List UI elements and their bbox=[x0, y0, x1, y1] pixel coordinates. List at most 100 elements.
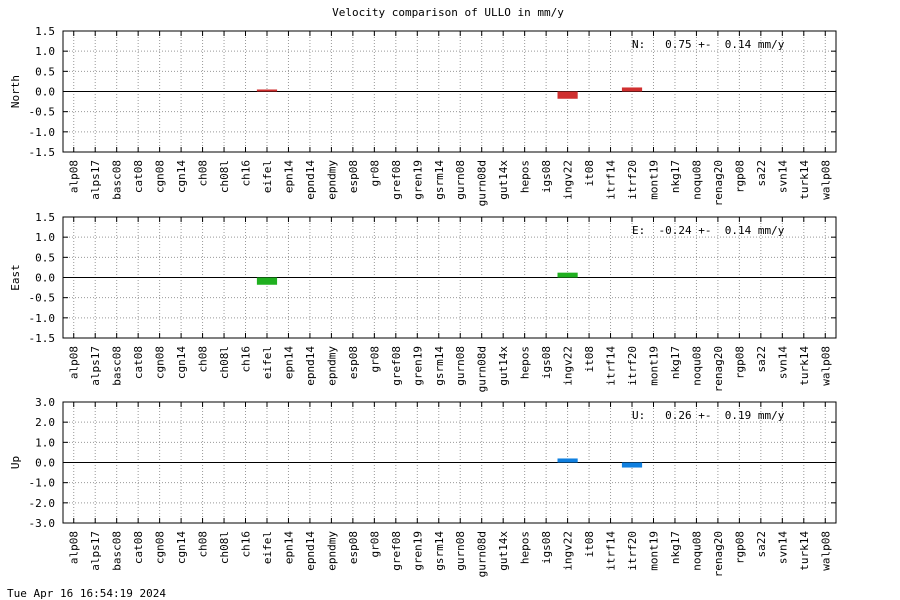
x-tick-label: itrf14 bbox=[605, 346, 618, 386]
timestamp: Tue Apr 16 16:54:19 2024 bbox=[7, 587, 166, 600]
x-tick-label: noqu08 bbox=[690, 531, 703, 571]
y-tick-label: 0.5 bbox=[35, 65, 55, 78]
x-tick-label: hepos bbox=[519, 346, 532, 379]
y-tick-label: 1.0 bbox=[35, 436, 55, 449]
x-tick-label: gurn08d bbox=[476, 160, 489, 206]
x-tick-label: gurn08 bbox=[454, 531, 467, 571]
x-tick-label: cgn08 bbox=[154, 531, 167, 564]
x-tick-label: itrf20 bbox=[626, 160, 639, 200]
x-tick-label: hepos bbox=[519, 531, 532, 564]
x-tick-label: hepos bbox=[519, 160, 532, 193]
bar bbox=[256, 89, 278, 92]
plot-frame bbox=[62, 401, 837, 524]
x-tick-label: gurn08 bbox=[454, 160, 467, 200]
x-tick-label: gref08 bbox=[390, 531, 403, 571]
bar bbox=[256, 277, 278, 285]
plot-frame bbox=[62, 30, 837, 153]
x-tick-label: mont19 bbox=[647, 160, 660, 200]
x-tick-label: epndmy bbox=[325, 531, 338, 571]
x-tick-label: ch08 bbox=[197, 531, 210, 558]
bar bbox=[557, 272, 578, 278]
x-tick-label: turk14 bbox=[798, 160, 811, 200]
x-tick-label: sa22 bbox=[755, 160, 768, 187]
x-tick-label: gut14x bbox=[497, 531, 510, 571]
x-tick-label: gref08 bbox=[390, 346, 403, 386]
x-tick-label: cat08 bbox=[132, 160, 145, 193]
x-tick-label: ingv22 bbox=[562, 160, 575, 200]
x-tick-label: gren19 bbox=[411, 160, 424, 200]
x-tick-label: igs08 bbox=[540, 160, 553, 193]
x-tick-label: igs08 bbox=[540, 531, 553, 564]
y-tick-label: -1.5 bbox=[29, 332, 56, 345]
x-tick-label: gref08 bbox=[390, 160, 403, 200]
x-tick-label: turk14 bbox=[798, 346, 811, 386]
y-axis-label: East bbox=[9, 264, 22, 291]
x-tick-label: rgp08 bbox=[733, 160, 746, 193]
x-tick-label: itrf14 bbox=[605, 531, 618, 571]
x-tick-label: gsrm14 bbox=[433, 346, 446, 386]
x-tick-label: ch16 bbox=[240, 160, 253, 187]
x-tick-label: alp08 bbox=[68, 160, 81, 193]
x-tick-label: svn14 bbox=[776, 160, 789, 193]
x-tick-label: cgn08 bbox=[154, 346, 167, 379]
x-tick-label: cat08 bbox=[132, 346, 145, 379]
x-tick-label: gurn08d bbox=[476, 346, 489, 392]
x-tick-label: ingv22 bbox=[562, 346, 575, 386]
x-tick-label: rgp08 bbox=[733, 531, 746, 564]
y-tick-label: -3.0 bbox=[29, 517, 56, 530]
x-tick-label: itrf20 bbox=[626, 346, 639, 386]
x-tick-label: basc08 bbox=[111, 346, 124, 386]
x-tick-label: epndmy bbox=[325, 160, 338, 200]
x-tick-label: itrf14 bbox=[605, 160, 618, 200]
x-tick-label: ch08l bbox=[218, 531, 231, 564]
x-tick-label: walp08 bbox=[819, 346, 832, 386]
x-tick-label: nkg17 bbox=[669, 531, 682, 564]
x-tick-label: alps17 bbox=[89, 160, 102, 200]
x-tick-label: esp08 bbox=[347, 531, 360, 564]
x-tick-label: eifel bbox=[261, 346, 274, 379]
x-tick-label: svn14 bbox=[776, 346, 789, 379]
x-tick-label: ch08 bbox=[197, 160, 210, 187]
x-tick-label: gr08 bbox=[368, 346, 381, 373]
y-tick-label: -0.5 bbox=[29, 292, 56, 305]
y-tick-label: 1.0 bbox=[35, 231, 55, 244]
x-tick-label: ch08l bbox=[218, 346, 231, 379]
y-tick-label: -1.0 bbox=[29, 477, 56, 490]
x-tick-label: cat08 bbox=[132, 531, 145, 564]
x-tick-label: noqu08 bbox=[690, 160, 703, 200]
plot-frame bbox=[62, 216, 837, 339]
x-tick-label: renag20 bbox=[712, 160, 725, 206]
bar bbox=[557, 91, 578, 99]
x-tick-label: ingv22 bbox=[562, 531, 575, 571]
x-tick-label: alp08 bbox=[68, 531, 81, 564]
bar bbox=[621, 87, 643, 92]
x-tick-label: ch08l bbox=[218, 160, 231, 193]
y-tick-label: 1.0 bbox=[35, 45, 55, 58]
x-tick-label: cgn08 bbox=[154, 160, 167, 193]
y-tick-label: 0.0 bbox=[35, 457, 55, 470]
x-tick-label: epn14 bbox=[282, 346, 295, 379]
x-tick-label: sa22 bbox=[755, 346, 768, 373]
y-tick-label: -1.0 bbox=[29, 312, 56, 325]
x-tick-label: epndmy bbox=[325, 346, 338, 386]
y-axis-label: Up bbox=[9, 456, 22, 469]
y-tick-label: 1.5 bbox=[35, 25, 55, 38]
annotation: N: 0.75 +- 0.14 mm/y bbox=[632, 38, 785, 51]
x-tick-label: esp08 bbox=[347, 160, 360, 193]
x-tick-label: cgn14 bbox=[175, 160, 188, 193]
x-tick-label: epn14 bbox=[282, 531, 295, 564]
x-tick-label: gsrm14 bbox=[433, 160, 446, 200]
y-tick-label: -2.0 bbox=[29, 497, 56, 510]
x-tick-label: cgn14 bbox=[175, 346, 188, 379]
x-tick-label: alp08 bbox=[68, 346, 81, 379]
x-tick-label: igs08 bbox=[540, 346, 553, 379]
x-tick-label: gut14x bbox=[497, 346, 510, 386]
x-tick-label: gsrm14 bbox=[433, 531, 446, 571]
x-tick-label: walp08 bbox=[819, 160, 832, 200]
x-tick-label: it08 bbox=[583, 160, 596, 187]
x-tick-label: epnd14 bbox=[304, 160, 317, 200]
y-tick-label: 2.0 bbox=[35, 416, 55, 429]
y-tick-label: 0.0 bbox=[35, 272, 55, 285]
